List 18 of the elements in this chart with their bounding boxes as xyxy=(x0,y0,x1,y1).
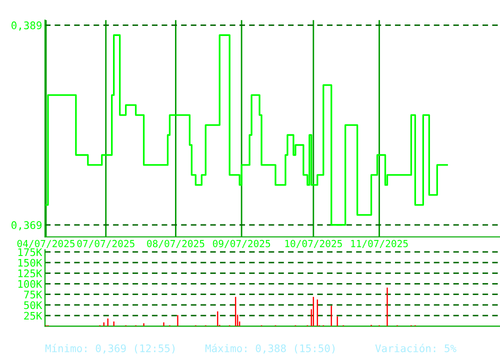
y-tick-label: 100K xyxy=(18,280,42,288)
x-tick-label: 10/07/2025 xyxy=(285,240,342,248)
y-tick-label: 125K xyxy=(18,269,42,278)
y-tick-label: 25K xyxy=(24,312,42,320)
x-tick-label: 07/07/2025 xyxy=(77,240,134,248)
text: Variación: 5% xyxy=(375,344,456,352)
x-tick-label: 09/07/2025 xyxy=(212,240,270,248)
y-tick-label: 150K xyxy=(18,258,42,267)
y-tick-label: 75K xyxy=(24,290,42,298)
y-tick-label: 175K xyxy=(18,248,42,256)
x-tick-label: 08/07/2025 xyxy=(147,240,204,248)
x-tick-label: 04/07/2025 xyxy=(17,240,74,248)
y-tick-label: 0,369 xyxy=(12,221,42,230)
text: Mínimo: 0,369 (12:55) xyxy=(45,344,175,354)
x-tick-label: 11/07/2025 xyxy=(351,240,408,248)
y-tick-label: 50K xyxy=(24,301,42,310)
y-tick-label: 0,389 xyxy=(12,21,42,31)
text: Máximo: 0,388 (15:50) xyxy=(205,344,335,354)
